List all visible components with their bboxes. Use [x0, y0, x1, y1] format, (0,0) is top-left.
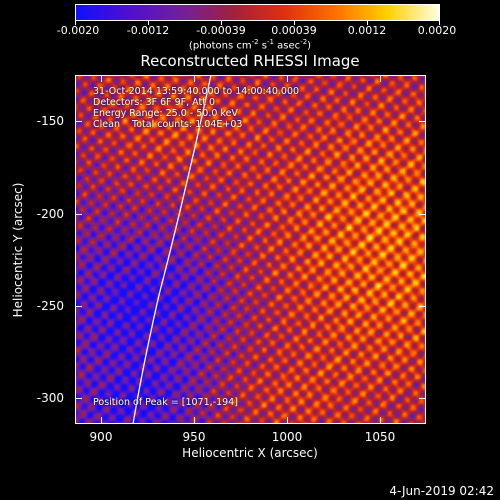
- colorbar-tick-label: -0.0012: [126, 24, 170, 37]
- y-tick: [75, 214, 82, 215]
- y-tick: [419, 214, 426, 215]
- y-axis-label: Heliocentric Y (arcsec): [11, 182, 25, 318]
- rhessi-image-heatmap: [75, 75, 426, 424]
- x-tick-label: 950: [182, 430, 206, 444]
- solar-limb-line: [132, 75, 212, 424]
- plot-title: Reconstructed RHESSI Image: [140, 52, 360, 70]
- x-tick-label: 900: [89, 430, 113, 444]
- y-tick: [419, 121, 426, 122]
- y-tick-label: -200: [36, 207, 64, 221]
- x-tick: [101, 75, 102, 82]
- info-detectors: Detectors: 3F 6F 9F, Att 0: [93, 97, 216, 108]
- x-tick: [287, 417, 288, 424]
- colorbar-units: (photons cm-2 s-1 asec-2): [188, 38, 312, 52]
- x-tick: [194, 75, 195, 82]
- image-plot-area: 31-Oct-2014 13:59:40.000 to 14:00:40.000…: [75, 75, 426, 424]
- colorbar-tick: [75, 21, 76, 25]
- colorbar-tick-label: -0.0020: [56, 24, 100, 37]
- y-tick: [419, 398, 426, 399]
- info-time-range: 31-Oct-2014 13:59:40.000 to 14:00:40.000: [93, 86, 300, 97]
- x-tick-label: 1000: [271, 430, 303, 444]
- y-tick: [75, 398, 82, 399]
- colorbar-tick: [148, 21, 149, 25]
- x-tick-label: 1050: [364, 430, 396, 444]
- colorbar-tick-label: 0.0020: [417, 24, 457, 37]
- colorbar-tick: [439, 21, 440, 25]
- info-clean-counts: Clean Total counts: 1.04E+03: [93, 119, 243, 130]
- plot-frame: [75, 75, 426, 424]
- colorbar-tick: [221, 21, 222, 25]
- limb-overlay: [132, 75, 212, 424]
- x-tick: [380, 75, 381, 82]
- datestamp: 4-Jun-2019 02:42: [389, 484, 494, 498]
- x-tick: [101, 417, 102, 424]
- colorbar-tick-label: 0.00039: [271, 24, 317, 37]
- y-tick: [419, 306, 426, 307]
- peak-position-text: Position of Peak = [1071,-194]: [93, 397, 238, 408]
- y-tick: [75, 306, 82, 307]
- x-tick: [380, 417, 381, 424]
- y-tick-label: -300: [36, 391, 64, 405]
- colorbar-tick: [367, 21, 368, 25]
- x-axis-label: Heliocentric X (arcsec): [182, 446, 318, 460]
- y-tick-label: -250: [36, 299, 64, 313]
- colorbar-tick-label: 0.0012: [347, 24, 387, 37]
- x-tick: [287, 75, 288, 82]
- colorbar: [75, 4, 440, 21]
- y-tick: [75, 121, 82, 122]
- info-energy-range: Energy Range: 25.0 - 50.0 keV: [93, 108, 238, 119]
- colorbar-tick-label: -0.00039: [196, 24, 246, 37]
- x-tick: [194, 417, 195, 424]
- y-tick-label: -150: [36, 114, 64, 128]
- colorbar-tick: [294, 21, 295, 25]
